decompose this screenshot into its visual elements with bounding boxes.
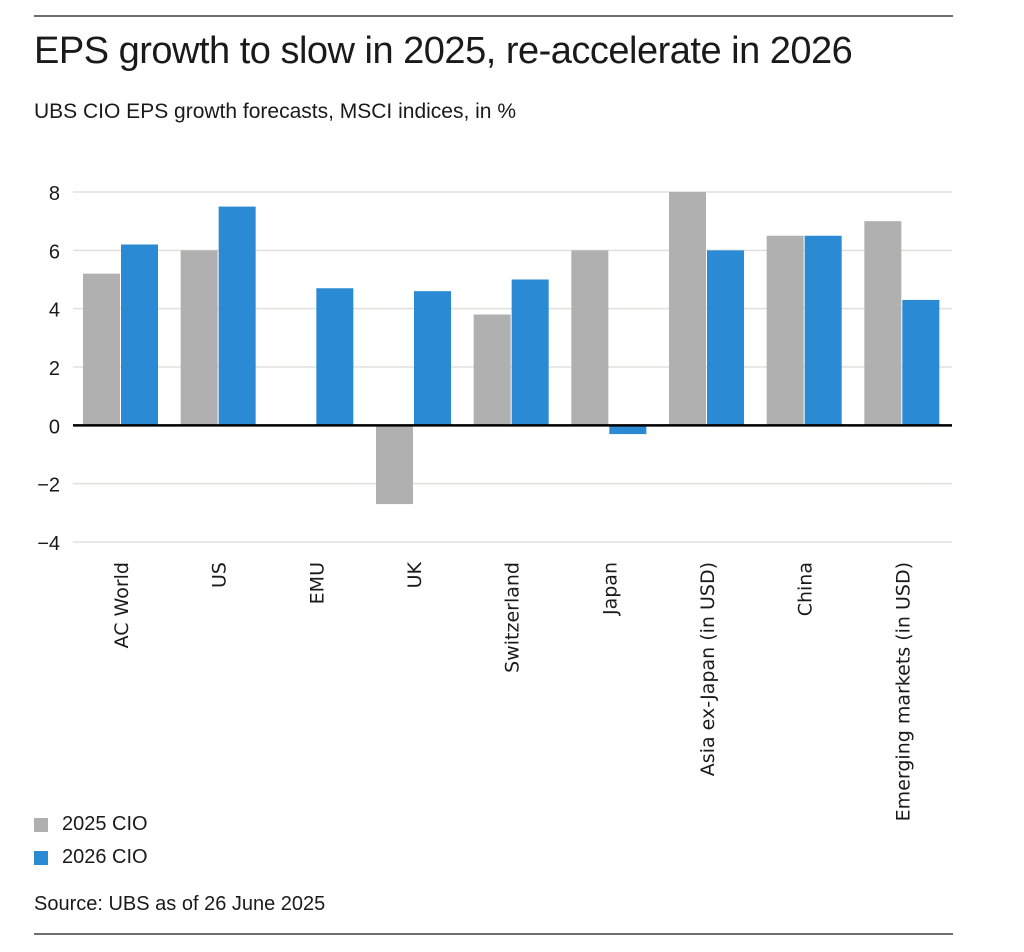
y-tick-label: 4 xyxy=(49,300,60,322)
bar-2026 xyxy=(804,235,842,426)
bar-2025 xyxy=(766,235,804,426)
bar-2026 xyxy=(414,291,451,426)
legend-item-2026: 2026 CIO xyxy=(34,841,148,874)
bar-2025 xyxy=(83,273,120,426)
y-tick-label: 6 xyxy=(49,241,60,263)
bar-2025 xyxy=(376,425,413,505)
x-tick-label: China xyxy=(795,562,817,616)
bar-2025 xyxy=(473,314,511,426)
legend-swatch-2025 xyxy=(34,817,48,832)
x-tick-label: UK xyxy=(404,561,426,588)
legend: 2025 CIO 2026 CIO xyxy=(34,808,148,874)
legend-label-2025: 2025 CIO xyxy=(62,813,148,835)
bar-2026 xyxy=(316,288,354,426)
y-axis-ticks: 8 6 4 2 0 −2 −4 xyxy=(37,183,60,555)
bars xyxy=(83,192,940,505)
bar-2025 xyxy=(864,221,902,426)
source-note: Source: UBS as of 26 June 2025 xyxy=(34,893,326,915)
bar-2025 xyxy=(180,250,218,426)
bar-2025 xyxy=(571,250,609,426)
bar-2026 xyxy=(218,206,256,426)
bar-2026 xyxy=(121,244,158,426)
chart-subtitle: UBS CIO EPS growth forecasts, MSCI indic… xyxy=(34,100,516,123)
bar-2025 xyxy=(669,192,706,426)
bar-2026 xyxy=(511,279,549,426)
chart-title: EPS growth to slow in 2025, re-accelerat… xyxy=(34,30,853,72)
y-tick-label: 0 xyxy=(49,416,60,438)
x-tick-label: Switzerland xyxy=(502,562,524,673)
x-tick-label: Asia ex-Japan (in USD) xyxy=(697,562,719,776)
y-tick-label: −2 xyxy=(37,475,60,497)
top-rule xyxy=(34,15,953,17)
x-tick-label: EMU xyxy=(306,562,328,604)
bar-2026 xyxy=(902,299,940,426)
bar-2026 xyxy=(707,250,744,426)
x-tick-label: Emerging markets (in USD) xyxy=(892,562,914,821)
bottom-rule xyxy=(34,933,953,935)
y-tick-label: 8 xyxy=(49,183,60,205)
y-tick-label: 2 xyxy=(49,358,60,380)
legend-label-2026: 2026 CIO xyxy=(62,846,148,868)
x-axis-ticks: AC World US EMU UK Switzerland Japan Asia ex-J… xyxy=(111,561,914,821)
x-tick-label: AC World xyxy=(111,562,133,648)
legend-item-2025: 2025 CIO xyxy=(34,808,148,841)
y-tick-label: −4 xyxy=(37,533,60,555)
bar-2026 xyxy=(609,425,647,435)
x-tick-label: Japan xyxy=(599,562,621,616)
x-tick-label: US xyxy=(209,562,231,588)
legend-swatch-2026 xyxy=(34,850,48,865)
